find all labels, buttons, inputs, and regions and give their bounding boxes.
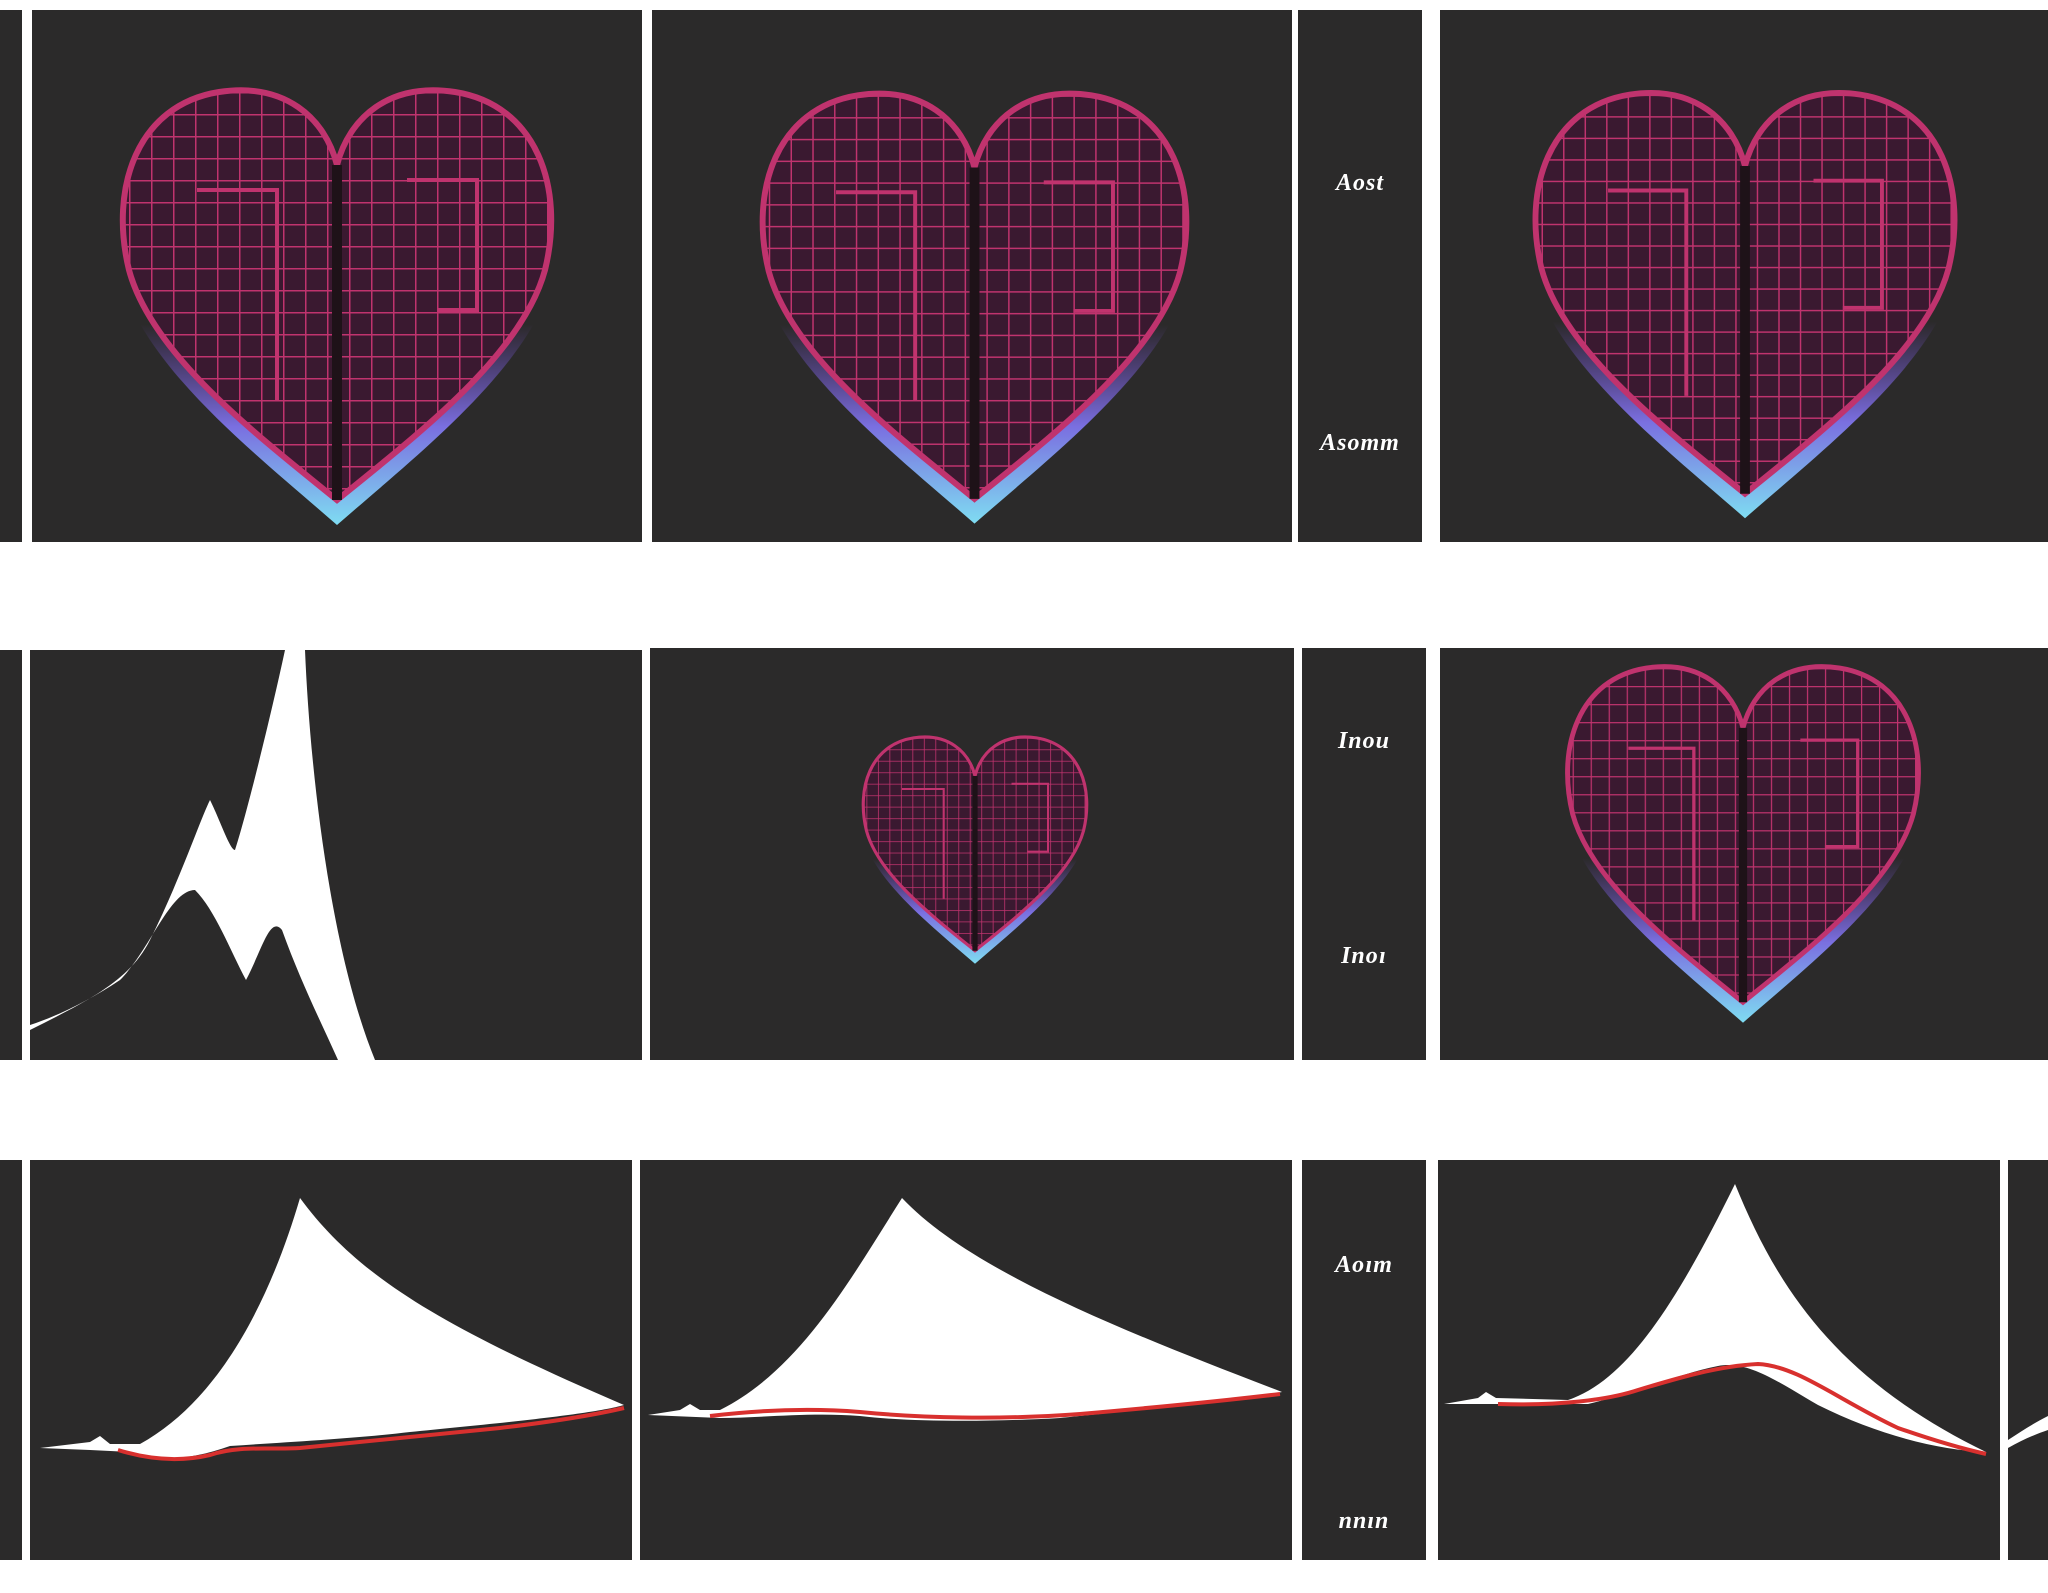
heart-mesh-icon [32,10,642,542]
heart-panel-r1c2 [652,10,1292,542]
edge-strip-right-row3 [2008,1160,2048,1560]
label-r3-bottom: nnın [1338,1508,1390,1534]
label-r3-top: Aoɪт [1335,1252,1393,1278]
peak-panel-r3c1 [30,1160,632,1560]
label-strip-r2: Inou Inoɪ [1302,648,1426,1060]
mountain-peak-icon [2008,1416,2048,1448]
edge-strip-left-row3 [0,1160,22,1560]
mountain-peak-icon [648,1198,1282,1421]
peak-panel-r3c3 [1438,1160,2000,1560]
heart-panel-r1c1 [32,10,642,542]
label-strip-r1: Aost Asoтт [1298,10,1422,542]
label-r2-bottom: Inoɪ [1341,943,1387,969]
mountain-peak-icon [1444,1184,1987,1456]
label-r1-bottom: Asoтт [1320,430,1400,456]
edge-strip-left-row1 [0,10,22,542]
heart-mesh-icon [652,10,1292,542]
heart-mesh-icon [650,648,1294,1060]
heart-mesh-icon [1440,10,2048,542]
label-r2-top: Inou [1337,728,1391,754]
heart-panel-r1c3 [1440,10,2048,542]
heart-panel-r2c2 [650,648,1294,1060]
peak-panel-r2c1 [30,650,642,1060]
edge-strip-left-row2 [0,650,22,1060]
peak-panel-r3c2 [640,1160,1292,1560]
label-r1-top: Aost [1335,170,1384,196]
mountain-peak-icon [30,650,375,1060]
mountain-peak-icon [40,1198,625,1462]
heart-mesh-icon [1440,648,2048,1060]
label-strip-r3: Aoɪт nnın [1302,1160,1426,1560]
heart-panel-r2c3 [1440,648,2048,1060]
